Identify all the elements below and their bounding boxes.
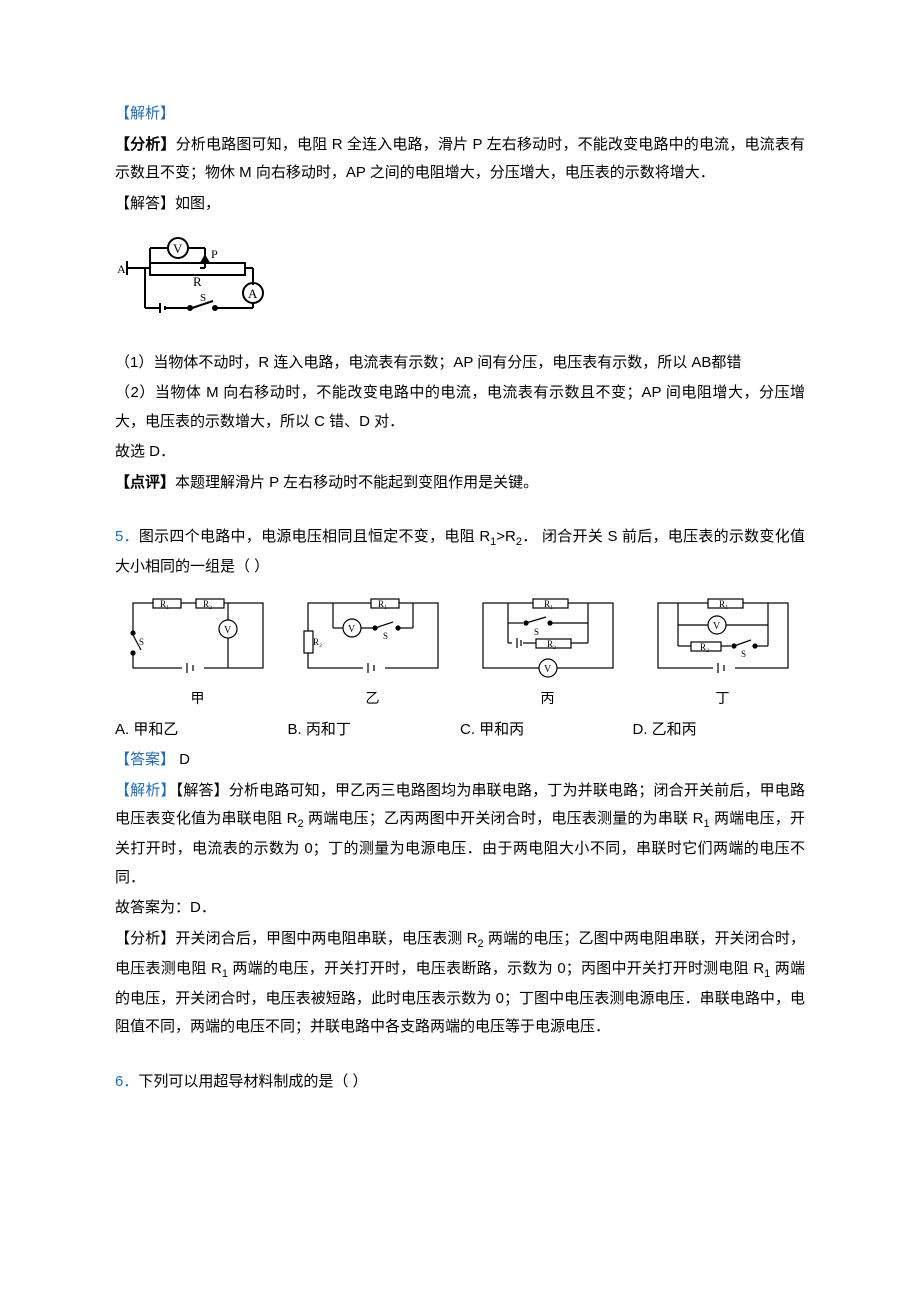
q4-jieda: 【解答】如图， — [115, 190, 805, 219]
q4-circuit: A V P R A S — [115, 233, 805, 329]
dianping-bold: 【点评】 — [115, 474, 175, 491]
jiexi-tag: 【解析】 — [115, 105, 175, 122]
svg-text:A: A — [117, 262, 126, 276]
svg-text:S: S — [139, 637, 144, 647]
circuit-ding-svg: R₁ V R₂ S — [643, 593, 803, 683]
fx-a: 开关闭合后，甲图中两电阻串联，电压表测 R — [175, 930, 477, 947]
opt-c: C. 甲和丙 — [460, 716, 633, 745]
svg-text:V: V — [173, 241, 183, 256]
label-yi: 乙 — [366, 685, 380, 712]
q5-circuits: R₁ R₂ V S — [115, 593, 805, 712]
q5-jd2: 两端电压；乙丙两图中开关闭合时，电压表测量的为串联 R — [304, 810, 704, 827]
svg-text:V: V — [348, 624, 356, 635]
ans-label: 【答案】 — [115, 751, 175, 768]
q4-p1: （1）当物体不动时，R 连入电路，电流表有示数；AP 间有分压，电压表有示数，所… — [115, 349, 805, 378]
svg-text:S: S — [383, 631, 388, 641]
svg-text:R: R — [193, 274, 202, 289]
circuit-ding: R₁ V R₂ S — [640, 593, 805, 712]
q5-jieda-bold: 【解答】 — [176, 782, 229, 799]
svg-text:V: V — [544, 664, 552, 675]
q6-text: 下列可以用超导材料制成的是（ ） — [138, 1073, 367, 1090]
q5-options: A. 甲和乙 B. 丙和丁 C. 甲和丙 D. 乙和丙 — [115, 716, 805, 745]
jieda-text: 如图， — [175, 195, 220, 212]
circuit-jia-svg: R₁ R₂ V S — [118, 593, 278, 683]
svg-text:R₂: R₂ — [700, 642, 709, 652]
svg-text:S: S — [200, 292, 206, 304]
circuit-yi: R₁ V S R₂ 乙 — [290, 593, 455, 712]
svg-text:V: V — [713, 621, 721, 632]
jieda-bold: 【解答】 — [115, 195, 175, 212]
svg-text:A: A — [248, 286, 258, 301]
svg-text:V: V — [224, 625, 232, 636]
circuit-jia: R₁ R₂ V S — [115, 593, 280, 712]
q5-num: 5． — [115, 528, 139, 545]
q4-fenxi: 【分析】分析电路图可知，电阻 R 全连入电路，滑片 P 左右移动时，不能改变电路… — [115, 131, 805, 188]
svg-text:R₁: R₁ — [544, 599, 553, 609]
label-bing: 丙 — [541, 685, 555, 712]
q5-fenxi-bold: 【分析】 — [115, 930, 175, 947]
q5-gda: 故答案为：D． — [115, 894, 805, 923]
svg-text:R₁: R₁ — [378, 599, 387, 609]
q4-p2: （2）当物体 M 向右移动时，不能改变电路中的电流，电流表有示数且不变；AP 间… — [115, 379, 805, 436]
dianping-text: 本题理解滑片 P 左右移动时不能起到变阻作用是关键。 — [175, 474, 538, 491]
q4-jiexi-label: 【解析】 — [115, 100, 805, 129]
q5-answer: 【答案】 D — [115, 746, 805, 775]
ans-val: D — [175, 751, 190, 768]
svg-text:R₁: R₁ — [719, 599, 728, 609]
svg-text:R₂: R₂ — [203, 599, 212, 609]
q4-dianping: 【点评】本题理解滑片 P 左右移动时不能起到变阻作用是关键。 — [115, 469, 805, 498]
label-ding: 丁 — [716, 685, 730, 712]
q4-p3: 故选 D． — [115, 438, 805, 467]
svg-text:R₂: R₂ — [547, 639, 556, 649]
svg-text:R₂: R₂ — [313, 637, 322, 647]
q5-jiexi: 【解析】【解答】分析电路可知，甲乙丙三电路图均为串联电路，丁为并联电路；闭合开关… — [115, 777, 805, 892]
label-jia: 甲 — [191, 685, 205, 712]
svg-text:P: P — [211, 247, 218, 261]
q6-num: 6． — [115, 1073, 138, 1090]
circuit-bing-svg: R₁ S R₂ V — [468, 593, 628, 683]
opt-b: B. 丙和丁 — [288, 716, 461, 745]
q5-stem: 5．图示四个电路中，电源电压相同且恒定不变，电阻 R1>R2． 闭合开关 S 前… — [115, 523, 805, 581]
q5-stem-a: 图示四个电路中，电源电压相同且恒定不变，电阻 R — [139, 528, 490, 545]
opt-d: D. 乙和丙 — [633, 716, 806, 745]
opt-a: A. 甲和乙 — [115, 716, 288, 745]
q5-jiexi-tag: 【解析】 — [115, 782, 176, 799]
circuit-diagram: A V P R A S — [115, 233, 280, 318]
fenxi-text: 分析电路图可知，电阻 R 全连入电路，滑片 P 左右移动时，不能改变电路中的电流… — [115, 136, 805, 182]
svg-text:S: S — [534, 627, 539, 637]
svg-text:R₁: R₁ — [160, 599, 169, 609]
circuit-yi-svg: R₁ V S R₂ — [293, 593, 453, 683]
q6-stem: 6．下列可以用超导材料制成的是（ ） — [115, 1068, 805, 1097]
svg-text:S: S — [741, 649, 746, 659]
q5-stem-b: >R — [496, 528, 516, 545]
fenxi-bold: 【分析】 — [115, 136, 176, 153]
q5-fenxi: 【分析】开关闭合后，甲图中两电阻串联，电压表测 R2 两端的电压；乙图中两电阻串… — [115, 925, 805, 1042]
fx-c: 两端的电压，开关打开时，电压表断路，示数为 0；丙图中开关打开时测电阻 R — [228, 960, 764, 977]
circuit-bing: R₁ S R₂ V — [465, 593, 630, 712]
